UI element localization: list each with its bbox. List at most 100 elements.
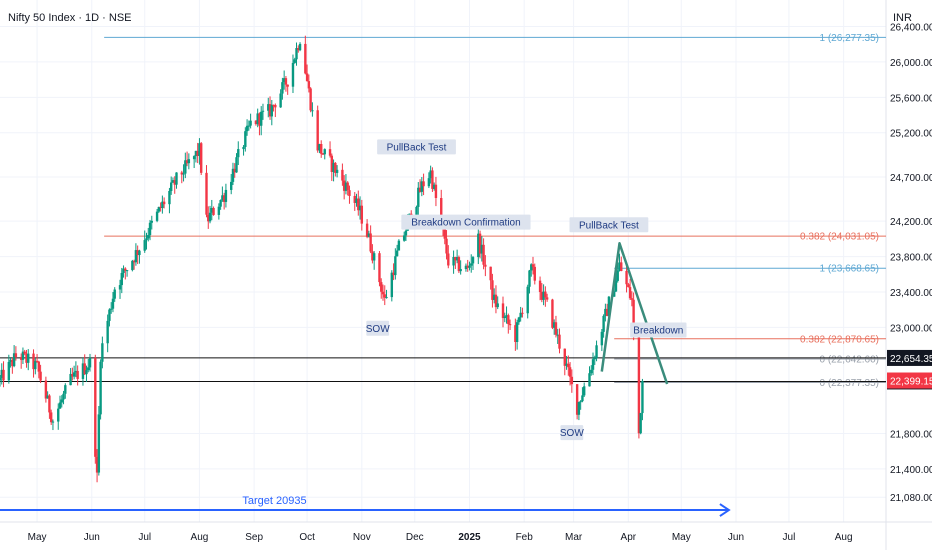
candle-body: [607, 296, 611, 316]
candle-body: [344, 182, 348, 191]
candle-body: [192, 156, 196, 160]
candle-body: [14, 353, 18, 358]
candle-body: [145, 238, 148, 241]
candle-body: [431, 170, 434, 189]
candle-body: [542, 291, 545, 300]
candle-body: [37, 361, 41, 372]
time-tick-label: Aug: [835, 532, 853, 543]
candle-body: [320, 144, 323, 154]
candle-body: [87, 367, 90, 371]
candle-body: [260, 111, 263, 126]
candle-body: [353, 195, 356, 203]
candle-body: [124, 268, 127, 271]
price-tick-label: 21,400.00: [890, 465, 932, 476]
candle-body: [531, 264, 535, 267]
candle-body: [69, 373, 72, 386]
candle-body: [570, 376, 574, 385]
candle-body: [323, 149, 326, 155]
annotation-label: SOW: [366, 324, 390, 335]
candle-body: [25, 353, 28, 363]
fib-level-label: 0 (22,642.60): [820, 354, 880, 365]
candle-body: [295, 48, 298, 60]
price-axis[interactable]: 26,400.00 26,000.00 25,600.00 25,200.00 24,7…: [887, 23, 932, 505]
candle-body: [381, 291, 385, 295]
time-tick-label: Jul: [783, 532, 796, 543]
price-tick-label: 24,200.00: [890, 217, 932, 228]
candle-body: [122, 268, 125, 273]
candle-body: [118, 285, 122, 290]
candle-body: [533, 266, 536, 281]
candle-body: [530, 264, 533, 271]
candle-body: [286, 84, 289, 87]
candle-body: [556, 334, 559, 336]
candle-body: [357, 198, 360, 211]
time-tick-label: 2025: [458, 532, 481, 543]
fib-level-label: 1 (26,277.35): [820, 33, 880, 44]
candle-body: [632, 299, 635, 332]
candle-body: [258, 113, 261, 126]
candle-body: [245, 125, 249, 132]
candle-body: [468, 265, 471, 268]
candle-body: [395, 250, 399, 257]
candle-body: [346, 182, 349, 191]
candle-body: [429, 170, 432, 179]
candle-body: [478, 233, 482, 254]
candle-body: [205, 172, 208, 215]
candle-body: [7, 361, 11, 381]
candle-body: [335, 169, 339, 173]
candle-body: [639, 413, 642, 434]
candle-body: [471, 257, 475, 264]
candle-body: [443, 229, 446, 239]
candle-body: [196, 150, 199, 156]
candle-body: [470, 263, 473, 266]
candle-body: [171, 180, 175, 183]
price-tick-label: 23,000.00: [890, 323, 932, 334]
candle-body: [581, 395, 584, 402]
candle-body: [293, 59, 296, 63]
candle-body: [23, 351, 26, 354]
candle-body: [568, 367, 572, 377]
candle-body: [328, 149, 332, 156]
time-axis[interactable]: May Jun Jul Aug Sep Oct Nov Dec 2025 Feb Mar Apr May…: [28, 532, 853, 543]
candle-body: [134, 250, 138, 263]
candle-body: [12, 353, 16, 367]
candle-body: [72, 372, 76, 377]
last-price-label: 22,399.15: [890, 377, 932, 388]
annotation-label: PullBack Test: [387, 142, 447, 153]
price-tick-label: 23,800.00: [890, 253, 932, 264]
fib-level-label: 0 (22,377.35): [820, 378, 880, 389]
candle-body: [99, 361, 102, 415]
candle-body: [256, 113, 259, 125]
candle-body: [9, 359, 12, 362]
time-tick-label: Apr: [621, 532, 637, 543]
candle-body: [291, 62, 295, 87]
candle-body: [477, 233, 480, 258]
candle-body: [101, 343, 104, 362]
candle-body: [305, 73, 309, 82]
candle-body: [111, 298, 115, 309]
candle-body: [420, 181, 424, 192]
candle-body: [383, 294, 386, 298]
candle-body: [281, 82, 284, 94]
price-tick-label: 24,700.00: [890, 173, 932, 184]
candle-body: [432, 184, 436, 189]
candle-body: [180, 172, 183, 175]
candle-body: [58, 402, 62, 409]
candle-body: [341, 169, 344, 181]
candle-body: [51, 421, 55, 423]
candle-body: [418, 187, 422, 192]
candle-body: [64, 385, 67, 394]
candle-body: [74, 370, 78, 373]
candle-body: [212, 207, 215, 215]
time-tick-label: Jul: [138, 532, 151, 543]
candle-body: [590, 369, 593, 374]
candle-body: [311, 110, 314, 112]
candle-body: [76, 370, 79, 379]
candle-body: [392, 272, 395, 276]
level-price-label: 22,654.35: [890, 354, 932, 365]
candle-body: [138, 250, 141, 256]
target-label: Target 20935: [242, 495, 306, 507]
candle-body: [230, 181, 233, 190]
candle-body: [612, 291, 616, 297]
